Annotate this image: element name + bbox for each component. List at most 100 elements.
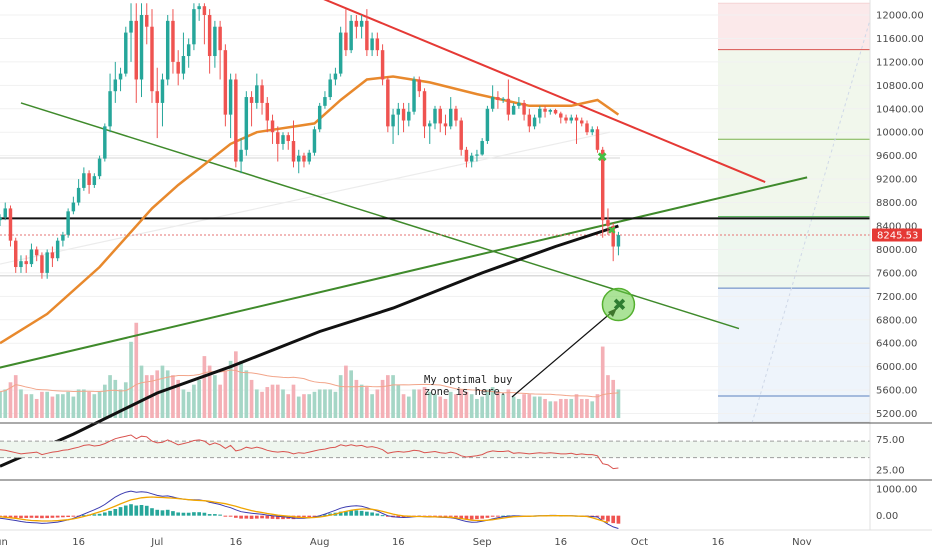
candle-body [3,208,7,218]
volume-bar [532,396,537,418]
time-tick-label: 16 [392,537,405,548]
candle-body [281,135,285,144]
volume-bar [396,384,401,418]
candle-body [485,108,490,142]
macd-histogram-bar [3,515,8,517]
volume-bar [307,394,312,418]
macd-histogram-bar [207,514,212,516]
candle-body [71,202,76,212]
candle-body [469,155,474,162]
candle-body [165,20,170,80]
price-tick-label: 5200.00 [876,409,917,420]
volume-bar [275,384,280,418]
volume-bar [590,401,595,418]
macd-pane[interactable] [0,490,621,529]
volume-bar [354,379,359,418]
volume-bar [171,375,175,418]
volume-bar [459,389,464,418]
volume-bar [192,384,196,418]
candle-body [40,255,44,273]
candle-body [349,20,353,51]
rsi-band [0,441,870,458]
macd-histogram-bar [433,515,437,517]
price-tick-label: 9600.00 [876,151,917,162]
candle-body [139,15,144,80]
volume-bar [579,398,584,418]
candle-body [443,123,448,127]
candle-body [564,117,568,121]
fibonacci-retracement[interactable] [718,2,871,424]
grid-lines [0,14,870,415]
volume-bar [254,389,259,418]
last-price-tag-bg [872,228,922,242]
trend-line [0,176,808,369]
candle-body [380,50,385,80]
candle-body [66,211,70,235]
candle-body [150,26,154,92]
rsi-pane[interactable] [0,434,870,470]
x-marker-icon: ✖ [597,150,608,165]
volume-bar [186,391,191,418]
macd-histogram-bar [611,515,616,524]
candle-body [490,97,495,109]
volume-bar [228,360,233,418]
volume-bar [113,379,118,418]
candle-body [611,226,615,247]
volume-bar [333,391,338,418]
candle-body [92,176,97,185]
candle-body [61,234,65,241]
macd-histogram-bar [606,515,610,522]
macd-histogram-bar [186,512,191,516]
candlesticks [0,3,621,279]
volume-bar [239,360,243,418]
candle-body [223,50,228,115]
candle-body [82,173,86,188]
price-tick-label: 8800.00 [876,198,917,209]
volume-bar [574,394,579,418]
candle-body [323,97,327,106]
price-tick-label: 8000.00 [876,245,917,256]
volume-bar [218,384,222,418]
candle-body [286,135,290,142]
volume-bar [0,391,2,418]
moving-averages [0,75,620,468]
volume-bar [260,391,264,418]
candle-body [124,32,128,74]
candle-body [574,117,579,121]
volume-bar [270,384,275,418]
candle-body [522,102,526,115]
candle-body [207,15,212,57]
price-tick-label: 6400.00 [876,339,917,350]
candle-body [244,97,249,150]
last-price-tag-text: 8245.53 [877,231,918,242]
macd-histogram-bar [8,515,13,518]
volume-bar [45,391,50,418]
rsi-tick-label: 25.00 [876,465,905,476]
volume-bar [13,375,18,418]
volume-bar [385,375,390,418]
candle-body [344,32,348,51]
macd-histogram-bar [34,515,39,518]
volume-bar [558,398,563,418]
price-tick-label: 7600.00 [876,268,917,279]
macd-histogram-bar [50,515,55,518]
volume-bar [427,391,432,418]
macd-histogram-bar [66,515,70,517]
volume-bar [291,384,296,418]
candle-body [370,38,374,51]
volume-bar [3,389,8,418]
volume-bar [76,389,81,418]
candle-body [276,132,280,144]
volume-bar [302,394,306,418]
candle-body [538,108,542,118]
fib-zone [718,139,870,217]
volume-bar [370,394,374,418]
candle-body [297,155,301,162]
time-tick-label: Nov [792,537,812,548]
macd-histogram-bar [254,515,259,519]
x-marker-icon: ✖ [607,224,616,237]
candle-body [312,129,317,153]
volume-bar [265,387,270,418]
